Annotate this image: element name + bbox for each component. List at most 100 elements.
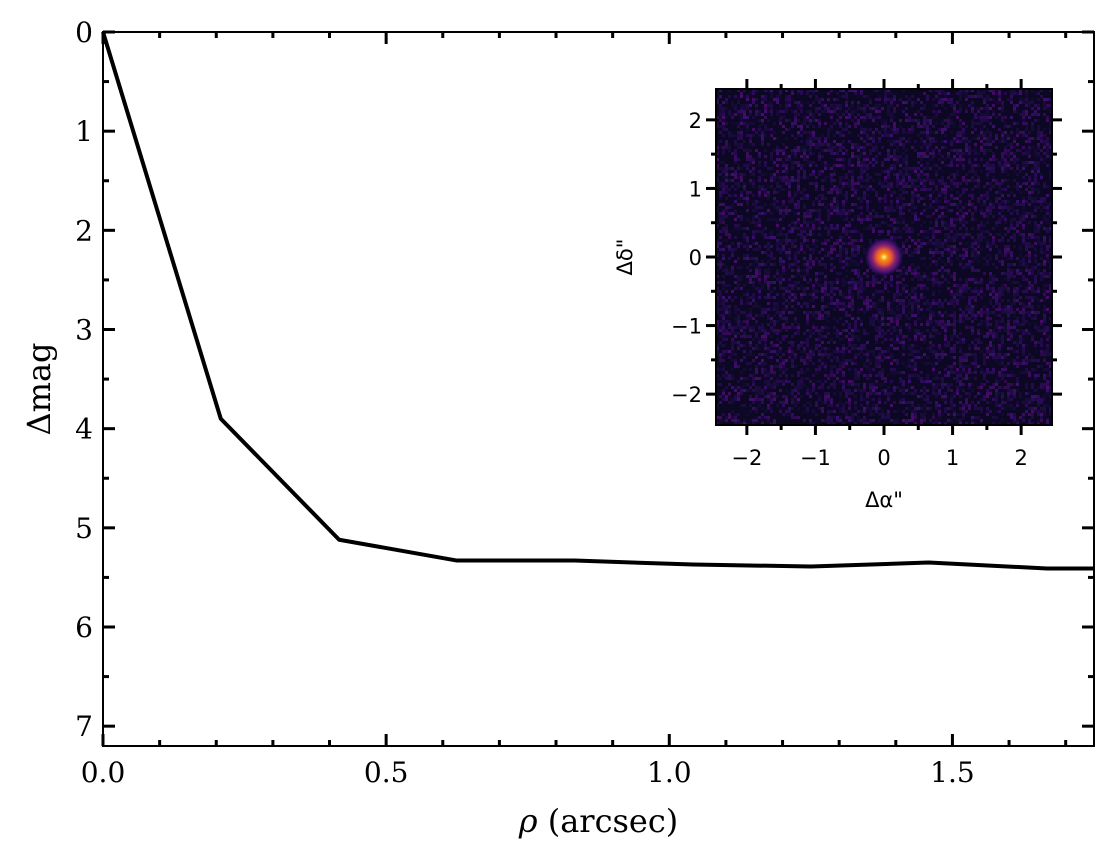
noise-pixel <box>872 158 875 161</box>
noise-pixel <box>1034 206 1037 209</box>
noise-pixel <box>884 284 887 287</box>
noise-pixel <box>884 221 887 224</box>
noise-pixel <box>734 170 737 173</box>
noise-pixel <box>1046 185 1049 188</box>
noise-pixel <box>998 329 1001 332</box>
noise-pixel <box>755 368 758 371</box>
noise-pixel <box>1001 140 1004 143</box>
noise-pixel <box>836 164 839 167</box>
noise-pixel <box>737 281 740 284</box>
noise-pixel <box>962 254 965 257</box>
noise-pixel <box>872 137 875 140</box>
noise-pixel <box>842 302 845 305</box>
noise-pixel <box>932 311 935 314</box>
noise-pixel <box>893 311 896 314</box>
noise-pixel <box>869 227 872 230</box>
noise-pixel <box>752 353 755 356</box>
noise-pixel <box>806 338 809 341</box>
noise-pixel <box>737 122 740 125</box>
noise-pixel <box>752 242 755 245</box>
noise-pixel <box>998 308 1001 311</box>
noise-pixel <box>920 125 923 128</box>
noise-pixel <box>839 215 842 218</box>
noise-pixel <box>905 167 908 170</box>
noise-pixel <box>1028 302 1031 305</box>
noise-pixel <box>758 287 761 290</box>
noise-pixel <box>860 218 863 221</box>
noise-pixel <box>980 290 983 293</box>
noise-pixel <box>734 224 737 227</box>
noise-pixel <box>989 131 992 134</box>
noise-pixel <box>866 275 869 278</box>
noise-pixel <box>1025 200 1028 203</box>
noise-pixel <box>905 323 908 326</box>
noise-pixel <box>827 314 830 317</box>
noise-pixel <box>944 221 947 224</box>
noise-pixel <box>851 260 854 263</box>
noise-pixel <box>851 113 854 116</box>
noise-pixel <box>962 128 965 131</box>
noise-pixel <box>872 314 875 317</box>
noise-pixel <box>950 368 953 371</box>
noise-pixel <box>896 320 899 323</box>
noise-pixel <box>749 110 752 113</box>
noise-pixel <box>935 140 938 143</box>
noise-pixel <box>728 173 731 176</box>
noise-pixel <box>968 344 971 347</box>
noise-pixel <box>818 125 821 128</box>
noise-pixel <box>842 350 845 353</box>
noise-pixel <box>806 269 809 272</box>
noise-pixel <box>857 101 860 104</box>
noise-pixel <box>725 284 728 287</box>
noise-pixel <box>755 287 758 290</box>
noise-pixel <box>806 227 809 230</box>
noise-pixel <box>1037 239 1040 242</box>
noise-pixel <box>773 323 776 326</box>
noise-pixel <box>851 179 854 182</box>
noise-pixel <box>815 245 818 248</box>
noise-pixel <box>1046 143 1049 146</box>
noise-pixel <box>824 143 827 146</box>
noise-pixel <box>926 98 929 101</box>
noise-pixel <box>902 347 905 350</box>
noise-pixel <box>809 173 812 176</box>
noise-pixel <box>920 356 923 359</box>
noise-pixel <box>770 167 773 170</box>
noise-pixel <box>773 350 776 353</box>
noise-pixel <box>833 374 836 377</box>
noise-pixel <box>821 203 824 206</box>
noise-pixel <box>932 371 935 374</box>
noise-pixel <box>749 326 752 329</box>
noise-pixel <box>974 338 977 341</box>
noise-pixel <box>881 320 884 323</box>
noise-pixel <box>800 230 803 233</box>
noise-pixel <box>794 293 797 296</box>
noise-pixel <box>965 221 968 224</box>
noise-pixel <box>749 245 752 248</box>
noise-pixel <box>857 287 860 290</box>
noise-pixel <box>938 284 941 287</box>
noise-pixel <box>1022 212 1025 215</box>
noise-pixel <box>950 299 953 302</box>
noise-pixel <box>860 236 863 239</box>
noise-pixel <box>1031 272 1034 275</box>
noise-pixel <box>857 146 860 149</box>
noise-pixel <box>746 266 749 269</box>
noise-pixel <box>941 131 944 134</box>
noise-pixel <box>980 224 983 227</box>
noise-pixel <box>884 176 887 179</box>
noise-pixel <box>887 290 890 293</box>
noise-pixel <box>959 125 962 128</box>
noise-pixel <box>797 170 800 173</box>
noise-pixel <box>842 323 845 326</box>
noise-pixel <box>842 212 845 215</box>
noise-pixel <box>806 266 809 269</box>
noise-pixel <box>776 170 779 173</box>
noise-pixel <box>1046 254 1049 257</box>
noise-pixel <box>764 191 767 194</box>
noise-pixel <box>731 353 734 356</box>
noise-pixel <box>743 182 746 185</box>
noise-pixel <box>899 275 902 278</box>
noise-pixel <box>872 179 875 182</box>
noise-pixel <box>773 131 776 134</box>
